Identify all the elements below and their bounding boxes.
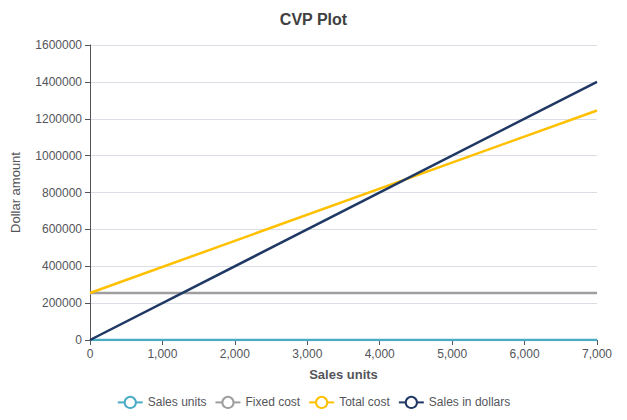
svg-text:400000: 400000: [42, 259, 82, 273]
svg-text:0: 0: [87, 347, 94, 361]
svg-text:Sales units: Sales units: [309, 367, 378, 382]
svg-text:Total cost: Total cost: [339, 395, 390, 409]
svg-text:1,000: 1,000: [147, 347, 177, 361]
svg-text:Sales in dollars: Sales in dollars: [429, 395, 510, 409]
svg-text:CVP Plot: CVP Plot: [280, 11, 348, 28]
svg-text:3,000: 3,000: [292, 347, 322, 361]
svg-text:2,000: 2,000: [220, 347, 250, 361]
svg-text:200000: 200000: [42, 296, 82, 310]
svg-text:7,000: 7,000: [582, 347, 612, 361]
svg-text:4,000: 4,000: [365, 347, 395, 361]
svg-text:1200000: 1200000: [35, 112, 82, 126]
svg-text:1000000: 1000000: [35, 149, 82, 163]
svg-text:6,000: 6,000: [510, 347, 540, 361]
svg-text:Sales units: Sales units: [148, 395, 207, 409]
svg-text:Fixed cost: Fixed cost: [245, 395, 300, 409]
svg-text:0: 0: [75, 333, 82, 347]
svg-text:Dollar amount: Dollar amount: [8, 152, 23, 233]
svg-text:800000: 800000: [42, 186, 82, 200]
svg-text:600000: 600000: [42, 222, 82, 236]
svg-text:5,000: 5,000: [437, 347, 467, 361]
svg-text:1600000: 1600000: [35, 38, 82, 52]
svg-text:1400000: 1400000: [35, 75, 82, 89]
